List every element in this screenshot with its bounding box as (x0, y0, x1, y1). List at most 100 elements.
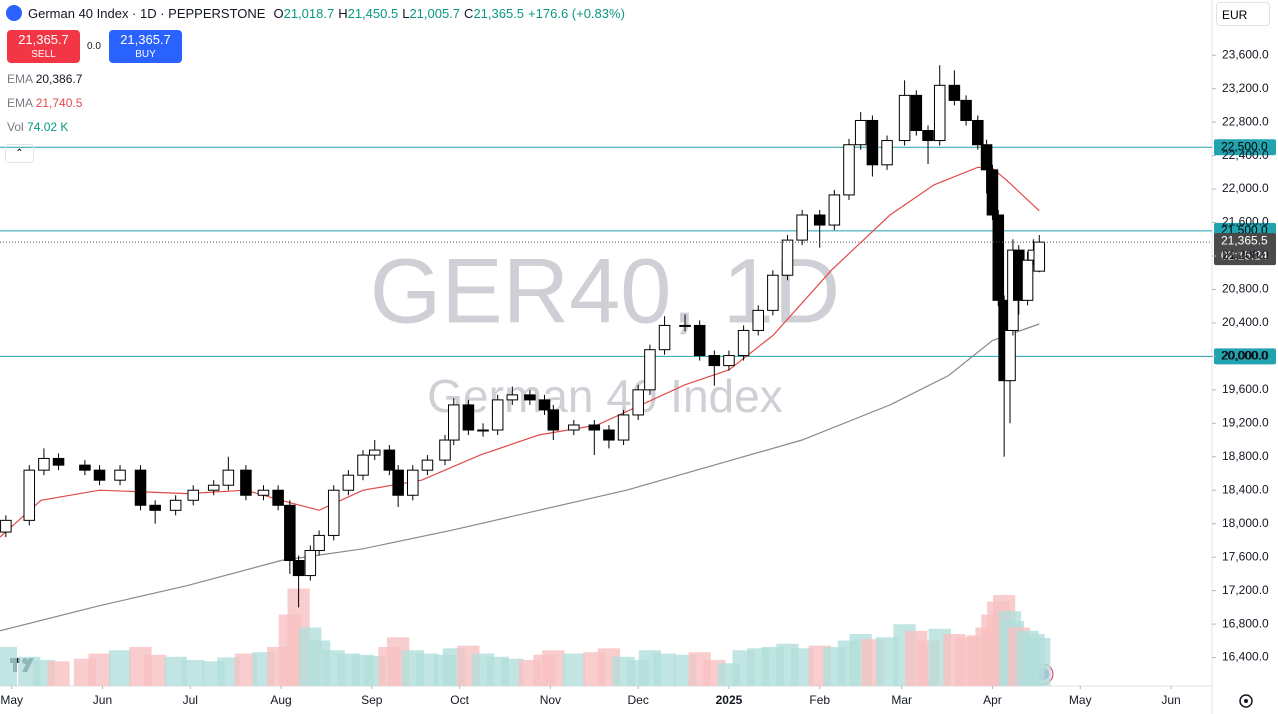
volume-bar (144, 654, 167, 686)
indicator-value: 21,740.5 (35, 96, 83, 110)
candle-body (813, 214, 826, 226)
x-tick-label: Aug (270, 693, 291, 707)
x-tick-label: Dec (628, 693, 649, 707)
candle-body (828, 194, 841, 226)
x-tick-label: Oct (450, 693, 469, 707)
x-tick-label: Sep (361, 693, 383, 707)
settings-icon[interactable] (1239, 694, 1253, 708)
symbol-title: German 40 Index · 1D · PEPPERSTONE (28, 5, 266, 21)
volume-bar (108, 650, 132, 686)
candle-body (38, 457, 50, 471)
y-tick-label: 22,000.0 (1222, 181, 1269, 195)
buy-button[interactable]: 21,365.7 BUY (109, 30, 182, 63)
candle-body (588, 424, 601, 431)
currency[interactable]: EUR (1216, 2, 1270, 26)
candle-body (114, 469, 126, 481)
indicator-name: EMA (7, 96, 33, 110)
sell-price: 21,365.7 (18, 32, 69, 47)
y-tick-label: 20,000.0 (1222, 349, 1269, 363)
y-tick-label: 19,600.0 (1222, 382, 1269, 396)
volume-bar (234, 653, 258, 686)
x-tick-label: Apr (983, 693, 1002, 707)
countdown: 02:15:24 (1221, 248, 1268, 262)
candle-body (737, 329, 750, 357)
change-value: +176.6 (+0.83%) (528, 5, 625, 21)
candle-body (1021, 259, 1034, 301)
candle-body (207, 484, 220, 491)
indicator-legend: EMA 20,386.7 (7, 72, 82, 86)
level-label-box (1214, 348, 1276, 365)
candle-body (948, 84, 961, 101)
candle-body (1033, 241, 1046, 272)
candle-body (149, 504, 161, 511)
level-label-box (1214, 139, 1276, 156)
candle-body (93, 469, 106, 481)
candle-body (524, 394, 536, 401)
volume-bar (542, 650, 565, 686)
volume-bar (416, 653, 439, 686)
candle-body (632, 389, 644, 416)
candle-body (357, 454, 369, 476)
candle-body (693, 324, 706, 357)
candle-body (658, 324, 671, 351)
candle-body (603, 429, 615, 441)
candle-body (342, 474, 355, 491)
x-tick-label: May (1069, 693, 1092, 707)
candle-body (972, 119, 984, 146)
candle-body (222, 469, 235, 486)
y-tick-label: 22,800.0 (1222, 114, 1269, 128)
o-label: O (273, 5, 284, 21)
y-tick-label: 21,200.0 (1222, 248, 1269, 262)
candle-body (992, 214, 1005, 301)
candle-body (52, 457, 65, 466)
header: German 40 Index · 1D · PEPPERSTONE O 21,0… (0, 0, 629, 26)
x-tick-label: Nov (540, 693, 561, 707)
candle-body (491, 399, 504, 431)
volume-bar (875, 637, 899, 686)
candle-body (796, 214, 808, 241)
candle-body (538, 399, 551, 411)
candle-body (922, 130, 934, 142)
collapse-button[interactable]: ⌃ (5, 144, 34, 163)
candle-body (898, 94, 911, 142)
indicator-value: 74.02 K (27, 120, 69, 134)
candle-body (23, 469, 36, 521)
volume-bar (47, 661, 70, 686)
c-label: C (464, 5, 474, 21)
x-tick-label: Mar (891, 693, 912, 707)
volume-bar (653, 653, 676, 686)
indicator-legend: Vol 74.02 K (7, 120, 68, 134)
indicator-legend: EMA 21,740.5 (7, 96, 82, 110)
candle-body (392, 469, 404, 496)
indicator-name: Vol (7, 120, 24, 134)
candle-body (767, 274, 779, 311)
watermark-subtitle: German 40 Index (427, 370, 782, 422)
x-tick-label: 2025 (716, 693, 743, 707)
candle-body (752, 309, 765, 331)
volume-bar (88, 653, 111, 686)
candle-body (187, 489, 199, 501)
buy-price: 21,365.7 (120, 32, 171, 47)
x-tick-label: Jul (183, 693, 198, 707)
open-value: 21,018.7 (283, 5, 335, 21)
candle-body (284, 504, 296, 562)
indicator-name: EMA (7, 72, 33, 86)
y-tick-label: 17,200.0 (1222, 583, 1269, 597)
candle-body (421, 459, 434, 471)
candle-body (79, 464, 91, 471)
y-tick-label: 22,400.0 (1222, 148, 1269, 162)
candle-body (781, 239, 794, 276)
candle-body (723, 355, 735, 367)
close-value: 21,365.5 (473, 5, 525, 21)
candle-body (679, 324, 691, 327)
candle-body (304, 549, 317, 577)
candle-body (292, 560, 305, 577)
level-label: 22,500.0 (1221, 139, 1268, 153)
candle-body (986, 169, 999, 216)
candle-body (980, 144, 993, 171)
sell-button[interactable]: 21,365.7 SELL (7, 30, 80, 63)
candle-body (843, 144, 855, 196)
candle-body (568, 424, 580, 431)
candle-body (547, 409, 560, 431)
